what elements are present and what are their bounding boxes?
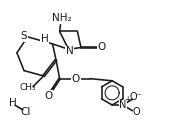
Text: S: S [20, 31, 27, 41]
Text: H: H [41, 34, 48, 44]
Text: O: O [132, 107, 140, 117]
Text: Cl: Cl [21, 107, 31, 117]
Text: +: + [124, 96, 130, 105]
Text: CH₃: CH₃ [20, 83, 36, 92]
Text: N: N [66, 46, 74, 56]
Text: O: O [44, 91, 53, 101]
Text: O⁻: O⁻ [130, 92, 142, 102]
Text: NH₂: NH₂ [53, 13, 72, 23]
Text: N: N [119, 100, 127, 110]
Text: O: O [97, 42, 106, 52]
Text: H: H [9, 98, 17, 108]
Text: O: O [72, 74, 80, 84]
